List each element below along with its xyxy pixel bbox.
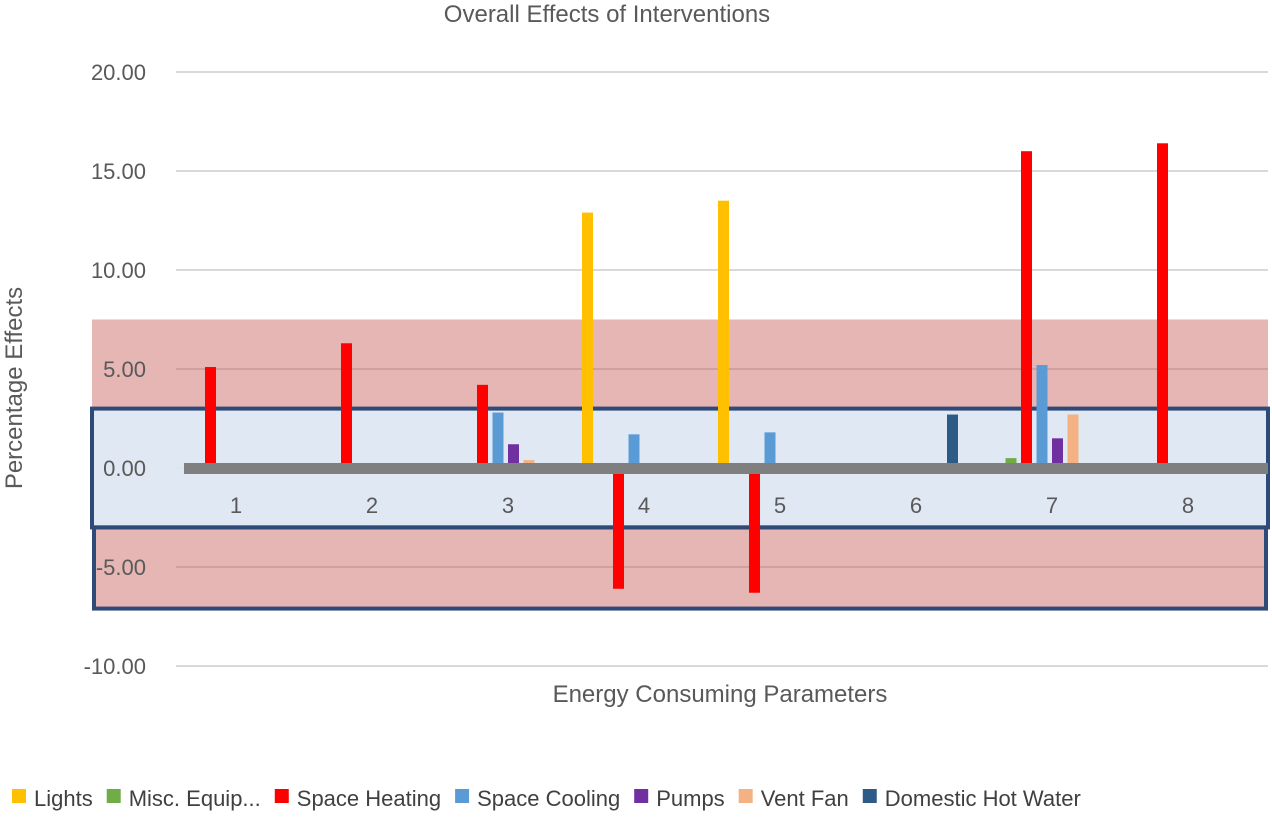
legend-label: Vent Fan [761,786,849,811]
bar-space-heating-3 [477,384,488,468]
zero-axis-line [184,463,1268,474]
legend-item: Pumps [634,786,725,811]
x-axis-label: Energy Consuming Parameters [553,681,888,708]
bar-pumps-7 [1052,438,1063,468]
x-tick-label: 7 [1046,493,1058,518]
x-tick-label: 5 [774,493,786,518]
legend-swatch [634,789,649,803]
bar-space-cooling-4 [628,434,640,468]
y-tick-label: 20.00 [91,60,146,85]
x-tick-label: 1 [230,493,242,518]
highlight-band-red [92,319,1268,409]
legend-item: Domestic Hot Water [862,786,1081,811]
bar-pumps-3 [508,444,519,468]
legend-swatch [106,789,121,803]
legend-swatch [738,789,753,803]
x-tick-label: 6 [910,493,922,518]
bar-space-cooling-3 [492,412,504,468]
y-tick-label: 10.00 [91,258,146,283]
legend-item: Space Cooling [455,786,620,811]
chart-title: Overall Effects of Interventions [444,1,770,28]
y-tick-label: -10.00 [84,654,146,679]
bar-vent-fan-7 [1067,414,1079,468]
bar-domestic-hot-water-6 [947,414,958,468]
y-tick-labels: 20.00 15.00 10.00 5.00 0.00 -5.00 -10.00 [84,60,146,679]
legend-label: Domestic Hot Water [885,786,1081,811]
legend: Lights Misc. Equip... Space Heating Space C… [12,786,1081,811]
bar-space-cooling-5 [764,432,776,468]
legend-item: Space Heating [274,786,441,811]
y-tick-label: 0.00 [103,456,146,481]
legend-label: Space Heating [297,786,441,811]
x-tick-label: 3 [502,493,514,518]
bar-space-heating-4 [613,468,624,589]
y-tick-label: 15.00 [91,159,146,184]
bar-space-heating-1 [205,367,216,468]
y-tick-label: -5.00 [96,555,146,580]
bar-space-cooling-7 [1036,365,1048,468]
legend-swatch [12,789,26,803]
x-tick-label: 8 [1182,493,1194,518]
bar-space-heating-2 [341,343,352,468]
legend-label: Lights [34,786,93,811]
legend-label: Pumps [656,786,724,811]
bar-lights-4 [582,212,593,468]
highlight-band-red [92,527,1268,609]
x-tick-label: 2 [366,493,378,518]
legend-item: Lights [12,786,93,811]
legend-item: Vent Fan [738,786,849,811]
x-tick-label: 4 [638,493,650,518]
y-axis-label: Percentage Effects [1,287,28,489]
bar-space-heating-5 [749,468,760,593]
bar-marks [184,143,1268,593]
bar-lights-5 [718,200,729,468]
legend-label: Space Cooling [477,786,620,811]
y-tick-label: 5.00 [103,357,146,382]
bar-space-heating-7 [1021,151,1032,468]
band-outline [92,525,1268,611]
legend-swatch [274,789,289,803]
x-tick-labels: 1 2 3 4 5 6 7 8 [230,493,1194,518]
legend-item: Misc. Equip... [106,786,261,811]
bar-space-heating-8 [1157,143,1168,468]
legend-swatch [455,789,470,803]
legend-swatch [862,789,877,803]
legend-label: Misc. Equip... [129,786,261,811]
